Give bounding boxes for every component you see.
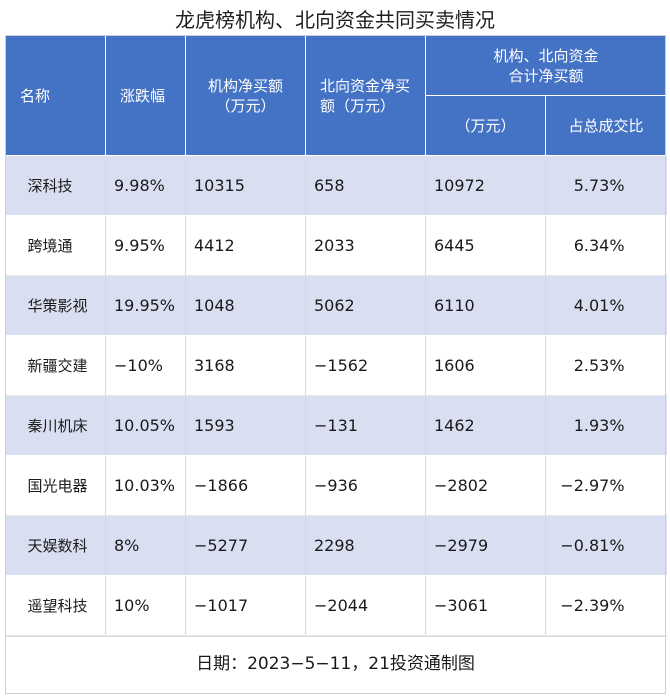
cell-change: 8% (105, 515, 186, 576)
cell-north: 658 (305, 155, 426, 216)
header-inst-line2: （万元） (215, 96, 276, 115)
cell-inst: −5277 (185, 515, 306, 576)
header-combined-ratio: 占总成交比 (544, 95, 668, 156)
cell-inst: −1866 (185, 455, 306, 516)
cell-inst: 1593 (185, 395, 306, 456)
cell-ratio: 6.34% (545, 215, 667, 276)
table-row: 天娱数科 8% −5277 2298 −2979 −0.81% (5, 515, 667, 576)
cell-total: 10972 (425, 155, 546, 216)
cell-change: 19.95% (105, 275, 186, 336)
table-row: 深科技 9.98% 10315 658 10972 5.73% (5, 155, 667, 216)
header-north-line1: 北向资金净买 (320, 76, 411, 95)
table-title: 龙虎榜机构、北向资金共同买卖情况 (175, 8, 495, 32)
cell-total: 1606 (425, 335, 546, 396)
cell-total: −3061 (425, 575, 546, 636)
cell-inst: 1048 (185, 275, 306, 336)
cell-inst: −1017 (185, 575, 306, 636)
cell-ratio: −2.97% (545, 455, 667, 516)
cell-total: 6110 (425, 275, 546, 336)
cell-north: −131 (305, 395, 426, 456)
cell-name: 深科技 (5, 155, 106, 216)
cell-north: 5062 (305, 275, 426, 336)
cell-ratio: 2.53% (545, 335, 667, 396)
cell-ratio: 5.73% (545, 155, 667, 216)
cell-change: 9.95% (105, 215, 186, 276)
data-table: 名称 涨跌幅 机构净买额 （万元） 北向资金净买 额（万元） 机构、北向资金 合… (5, 35, 668, 636)
header-north-line2: 额（万元） (320, 96, 396, 115)
cell-north: −936 (305, 455, 426, 516)
header-combined-amount: （万元） (425, 95, 546, 156)
cell-total: 1462 (425, 395, 546, 456)
table-row: 遥望科技 10% −1017 −2044 −3061 −2.39% (5, 575, 667, 636)
cell-name: 华策影视 (5, 275, 106, 336)
cell-change: 9.98% (105, 155, 186, 216)
cell-name: 天娱数科 (5, 515, 106, 576)
cell-ratio: −0.81% (545, 515, 667, 576)
cell-ratio: 4.01% (545, 275, 667, 336)
header-change: 涨跌幅 (105, 35, 186, 156)
cell-inst: 4412 (185, 215, 306, 276)
cell-north: 2033 (305, 215, 426, 276)
cell-ratio: 1.93% (545, 395, 667, 456)
footer-caption: 日期：2023−5−11，21投资通制图 (5, 636, 666, 693)
cell-change: 10.05% (105, 395, 186, 456)
cell-total: 6445 (425, 215, 546, 276)
cell-inst: 3168 (185, 335, 306, 396)
header-name: 名称 (5, 35, 106, 156)
header-inst: 机构净买额 （万元） (185, 35, 306, 156)
cell-name: 跨境通 (5, 215, 106, 276)
header-combined-line2: 合计净买额 (508, 66, 584, 85)
cell-north: −2044 (305, 575, 426, 636)
cell-total: −2979 (425, 515, 546, 576)
cell-name: 遥望科技 (5, 575, 106, 636)
cell-inst: 10315 (185, 155, 306, 216)
table-row: 跨境通 9.95% 4412 2033 6445 6.34% (5, 215, 667, 276)
cell-total: −2802 (425, 455, 546, 516)
table-row: 国光电器 10.03% −1866 −936 −2802 −2.97% (5, 455, 667, 516)
header-inst-line1: 机构净买额 (207, 76, 283, 95)
header-north: 北向资金净买 额（万元） (305, 35, 426, 156)
cell-ratio: −2.39% (545, 575, 667, 636)
header-combined: 机构、北向资金 合计净买额 (424, 35, 668, 96)
cell-change: 10.03% (105, 455, 186, 516)
cell-north: −1562 (305, 335, 426, 396)
cell-name: 秦川机床 (5, 395, 106, 456)
table-row: 秦川机床 10.05% 1593 −131 1462 1.93% (5, 395, 667, 456)
cell-change: 10% (105, 575, 186, 636)
cell-name: 新疆交建 (5, 335, 106, 396)
header-combined-line1: 机构、北向资金 (493, 46, 599, 65)
table-row: 华策影视 19.95% 1048 5062 6110 4.01% (5, 275, 667, 336)
cell-name: 国光电器 (5, 455, 106, 516)
cell-north: 2298 (305, 515, 426, 576)
cell-change: −10% (105, 335, 186, 396)
table-row: 新疆交建 −10% 3168 −1562 1606 2.53% (5, 335, 667, 396)
